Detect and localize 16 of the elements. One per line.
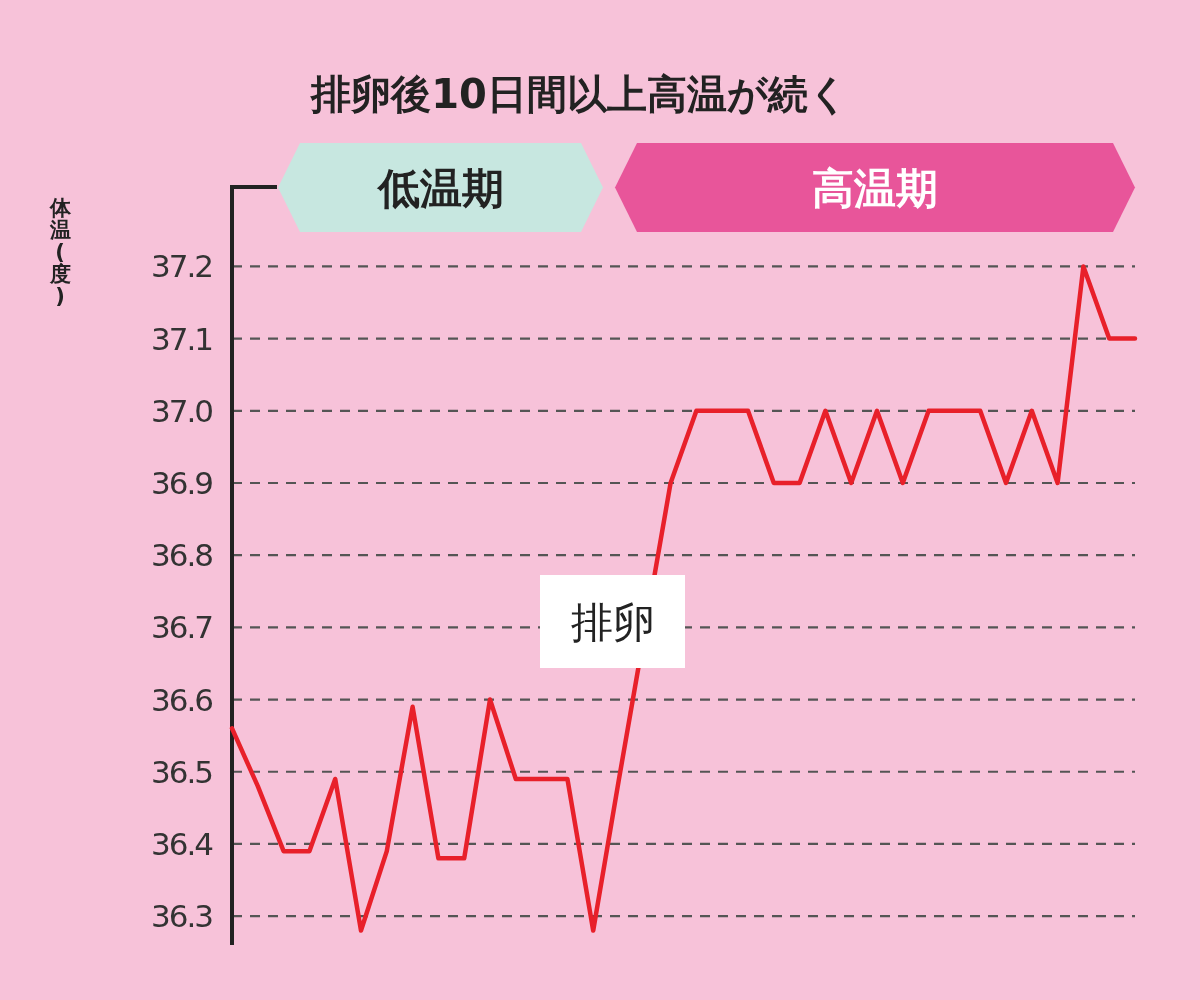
y-tick-label: 36.7	[150, 609, 213, 646]
y-tick-label: 37.2	[150, 248, 212, 285]
y-tick-label: 37.1	[150, 320, 212, 357]
y-tick-label: 36.9	[150, 464, 213, 501]
y-tick-label: 36.6	[150, 681, 213, 718]
annotation: 低温期	[375, 163, 504, 213]
y-tick-label: 36.8	[150, 537, 213, 574]
y-tick-label: 37.0	[150, 392, 213, 429]
y-axis-title: 体温(度)	[48, 196, 72, 308]
line-series	[229, 264, 1138, 933]
annotation: 高温期	[812, 163, 938, 213]
chart-title: 排卵後10日間以上高温が続く	[309, 71, 849, 117]
y-tick-label: 36.3	[150, 898, 213, 935]
y-tick-label: 36.4	[150, 825, 213, 862]
y-tick-label: 36.5	[150, 753, 213, 790]
annotation: 排卵	[570, 597, 655, 647]
